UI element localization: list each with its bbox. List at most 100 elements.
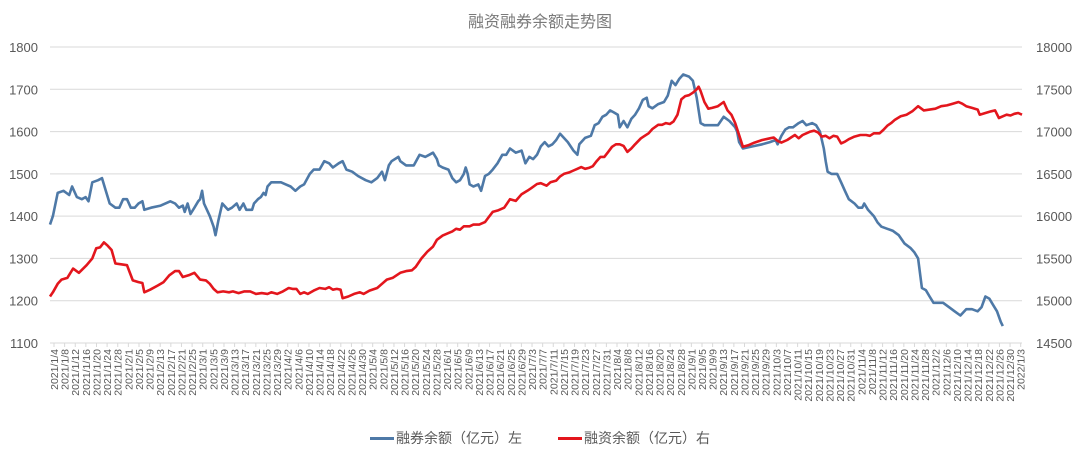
series-line-short-balance [48,73,1004,327]
x-tick-label: 2021/10/27 [835,349,847,402]
x-tick-label: 2021/10/23 [824,349,836,402]
x-tick-label: 2021/2/1 [123,349,135,390]
x-tick-label: 2021/9/5 [697,349,709,390]
x-tick-label: 2021/6/9 [463,349,475,390]
x-tick-label: 2021/12/6 [941,349,953,396]
legend-label-short-balance: 融券余额（亿元）左 [396,431,522,447]
x-tick-label: 2021/11/28 [920,349,932,401]
x-tick-label: 2021/3/21 [251,349,263,396]
x-tick-label: 2021/8/20 [655,349,667,396]
x-tick-label: 2021/11/12 [878,349,890,401]
x-tick-label: 2021/2/5 [134,349,146,390]
x-tick-label: 2021/5/16 [400,349,412,396]
x-tick-label: 2021/2/9 [145,349,157,390]
x-tick-label: 2021/12/14 [963,349,975,402]
y-left-tick-label: 1400 [9,209,38,224]
x-tick-label: 2021/6/17 [485,349,497,396]
x-tick-label: 2021/1/16 [81,349,93,396]
x-tick-label: 2021/9/25 [750,349,762,396]
y-left-tick-label: 1500 [9,167,38,182]
x-tick-label: 2021/7/7 [538,349,550,390]
x-tick-label: 2021/9/1 [686,349,698,390]
x-tick-label: 2021/7/31 [601,349,613,396]
x-tick-label: 2021/2/25 [187,349,199,396]
x-tick-label: 2021/2/17 [166,349,178,396]
x-tick-label: 2021/3/17 [240,349,252,396]
legend-swatch-red [558,436,582,440]
legend-swatch-blue [370,436,394,440]
x-tick-label: 2021/5/24 [421,349,433,396]
x-tick-label: 2021/4/30 [357,349,369,396]
x-tick-label: 2021/7/19 [570,349,582,396]
x-tick-label: 2021/5/28 [431,349,443,396]
x-tick-label: 2021/4/2 [283,349,295,390]
x-tick-label: 2021/12/18 [973,349,985,402]
x-tick-label: 2021/1/12 [70,349,82,396]
x-tick-label: 2021/5/20 [410,349,422,396]
y-left-tick-label: 1800 [9,40,38,55]
x-tick-label: 2021/12/22 [984,349,996,402]
x-tick-label: 2021/6/1 [442,349,454,390]
x-tick-label: 2021/1/4 [49,349,61,390]
x-tick-label: 2021/11/4 [856,349,868,395]
y-right-tick-label: 14500 [1036,336,1072,351]
x-tick-label: 2021/6/25 [506,349,518,396]
x-tick-label: 2021/3/29 [272,349,284,396]
y-right-tick-label: 15500 [1036,251,1072,266]
x-tick-label: 2021/1/20 [91,349,103,396]
x-tick-label: 2021/3/9 [219,349,231,390]
x-tick-label: 2021/9/17 [729,349,741,396]
x-tick-label: 2021/8/28 [676,349,688,396]
x-tick-label: 2021/6/29 [516,349,528,396]
x-tick-label: 2021/6/21 [495,349,507,396]
y-left-tick-label: 1100 [10,336,38,351]
x-tick-label: 2021/7/3 [527,349,539,390]
x-tick-label: 2021/5/12 [389,349,401,396]
legend-label-margin-balance: 融资余额（亿元）右 [584,431,710,447]
x-tick-label: 2021/10/3 [771,349,783,396]
x-tick-label: 2021/1/28 [113,349,125,396]
x-tick-label: 2021/11/16 [888,349,900,401]
x-tick-label: 2021/12/30 [1005,349,1017,402]
y-right-tick-label: 18000 [1036,40,1072,55]
x-tick-label: 2021/8/8 [623,349,635,390]
x-tick-label: 2021/9/21 [739,349,751,396]
x-tick-label: 2021/3/1 [198,349,210,390]
y-right-tick-label: 17000 [1036,125,1072,140]
series-line-margin-balance [48,85,1023,300]
x-tick-label: 2021/10/11 [793,349,805,401]
x-tick-label: 2021/11/20 [899,349,911,401]
y-right-tick-label: 17500 [1036,82,1072,97]
y-right-tick-label: 16000 [1036,209,1072,224]
x-tick-label: 2021/3/13 [230,349,242,396]
x-tick-label: 2021/8/12 [633,349,645,396]
x-tick-label: 2021/10/31 [846,349,858,402]
x-tick-label: 2021/10/7 [782,349,794,396]
y-left-tick-label: 1600 [9,125,38,140]
x-tick-label: 2021/1/24 [102,349,114,396]
x-tick-label: 2021/3/25 [261,349,273,396]
x-tick-label: 2021/2/21 [176,349,188,396]
x-tick-label: 2021/4/26 [346,349,358,396]
x-tick-label: 2021/12/10 [952,349,964,402]
x-tick-label: 2021/9/13 [718,349,730,396]
x-tick-label: 2021/5/8 [378,349,390,390]
x-tick-label: 2021/9/9 [708,349,720,390]
x-tick-label: 2021/12/2 [931,349,943,396]
y-right-tick-label: 16500 [1036,167,1072,182]
x-tick-label: 2021/11/24 [909,349,921,401]
x-tick-label: 2021/7/23 [580,349,592,396]
x-tick-label: 2021/6/13 [474,349,486,396]
x-tick-label: 2021/1/8 [60,349,72,390]
y-left-tick-label: 1200 [9,294,38,309]
x-tick-label: 2021/8/4 [612,349,624,390]
x-tick-label: 2021/6/5 [453,349,465,390]
y-left-tick-label: 1300 [9,251,38,266]
legend-item-short-balance: 融券余额（亿元）左 [370,428,522,448]
chart-title: 融资融券余额走势图 [467,12,612,31]
x-tick-label: 2021/4/10 [304,349,316,396]
x-tick-label: 2021/8/16 [644,349,656,396]
y-left-tick-label: 1700 [9,82,38,97]
x-tick-label: 2022/1/3 [1016,349,1028,390]
